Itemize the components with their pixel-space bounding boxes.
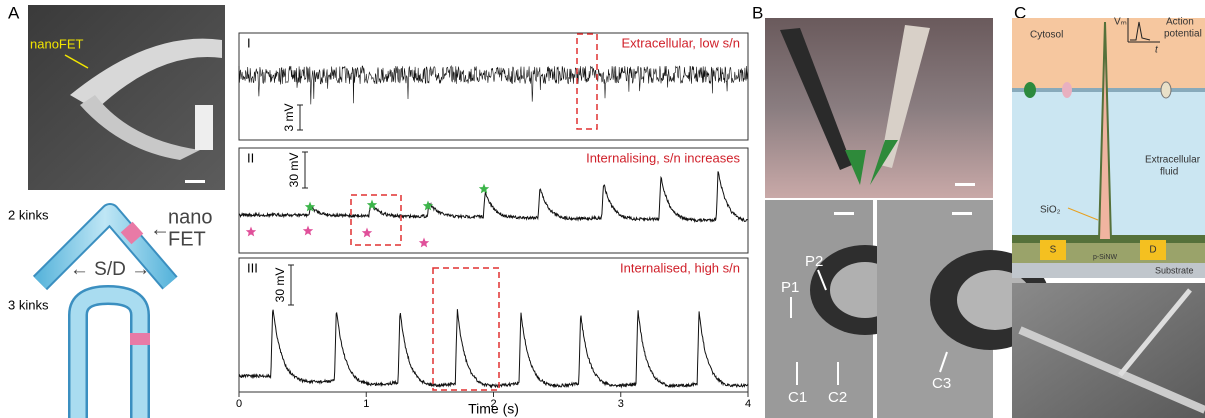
x-tick-label: 0 <box>236 398 242 410</box>
label: 3 kinks <box>8 297 49 312</box>
scale-label: 3 mV <box>282 103 296 131</box>
trace-numeral: III <box>247 260 258 275</box>
scale-bar <box>185 180 205 183</box>
label: Action <box>1166 17 1194 28</box>
x-tick-label: 4 <box>745 398 751 410</box>
label: D <box>1149 245 1156 256</box>
channel <box>1161 82 1171 98</box>
star <box>479 184 489 194</box>
label: C3 <box>932 375 951 392</box>
scale-label: 30 mV <box>273 268 287 303</box>
sem-photo <box>28 5 225 190</box>
label: S <box>1050 245 1057 256</box>
label: FET <box>168 228 206 250</box>
label: Cytosol <box>1030 30 1063 41</box>
star <box>419 238 429 248</box>
label: 2 kinks <box>8 207 49 222</box>
trace <box>239 309 748 387</box>
highlight-box <box>351 195 401 245</box>
label: C1 <box>788 389 807 406</box>
scale-label: 30 mV <box>287 153 301 188</box>
nanowire <box>78 295 140 418</box>
label: fluid <box>1160 167 1178 178</box>
scale-bar <box>955 183 975 186</box>
x-axis-title: Time (s) <box>468 401 519 417</box>
highlight-box <box>433 268 499 390</box>
star <box>362 228 372 238</box>
arrow: ← <box>150 218 170 240</box>
trace-numeral: II <box>247 150 254 165</box>
trace <box>239 171 748 221</box>
label: Extracellular <box>1145 155 1201 166</box>
label: SiO₂ <box>1040 205 1061 216</box>
fet-region <box>130 333 150 345</box>
trace-caption: Extracellular, low s/n <box>622 35 741 50</box>
trace-numeral: I <box>247 35 251 50</box>
star <box>246 227 256 237</box>
panel-label: A <box>8 3 20 22</box>
label: potential <box>1164 29 1202 40</box>
label: p-SiNW <box>1093 254 1118 261</box>
panel-label: B <box>752 3 763 22</box>
scale-bar <box>952 212 972 215</box>
scale-bar <box>297 105 303 130</box>
label: Substrate <box>1155 265 1194 275</box>
channel <box>1062 82 1072 98</box>
scale-bar <box>288 265 294 305</box>
trace-caption: Internalised, high s/n <box>620 260 740 275</box>
label: P1 <box>781 279 799 296</box>
scale-bar <box>834 212 854 215</box>
annotation: nanoFET <box>30 36 84 51</box>
label: C2 <box>828 389 847 406</box>
label: nano <box>168 206 213 228</box>
traces: I Extracellular, low s/n II Internalising, … <box>236 33 751 417</box>
label: ← S/D → <box>70 259 150 280</box>
device-post <box>195 105 213 150</box>
trace-frame <box>239 258 748 392</box>
star <box>303 226 313 236</box>
x-tick-label: 3 <box>618 398 624 410</box>
x-tick-label: 1 <box>363 398 369 410</box>
label: P2 <box>805 253 823 270</box>
trace-caption: Internalising, s/n increases <box>586 150 740 165</box>
channel <box>1024 82 1036 98</box>
label: Vₘ <box>1114 17 1127 28</box>
trace <box>239 66 748 104</box>
scale-bar <box>302 152 308 188</box>
